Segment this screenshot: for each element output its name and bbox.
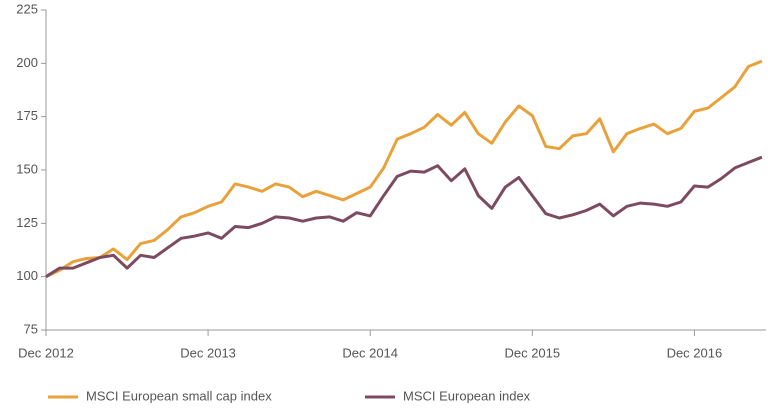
legend-label: MSCI European small cap index [86,388,272,403]
legend-label: MSCI European index [403,388,531,403]
y-tick-label: 100 [16,268,38,283]
y-tick-label: 125 [16,215,38,230]
series-line [45,155,763,278]
y-tick-label: 150 [16,161,38,176]
x-tick-label: Dec 2016 [667,345,723,360]
y-tick-label: 175 [16,108,38,123]
x-tick-label: Dec 2012 [18,345,74,360]
y-tick-label: 75 [24,321,38,336]
x-tick-label: Dec 2013 [180,345,236,360]
series-line [45,59,763,279]
x-tick-label: Dec 2014 [342,345,398,360]
x-tick-label: Dec 2015 [504,345,560,360]
y-tick-label: 200 [16,55,38,70]
y-tick-label: 225 [16,1,38,16]
